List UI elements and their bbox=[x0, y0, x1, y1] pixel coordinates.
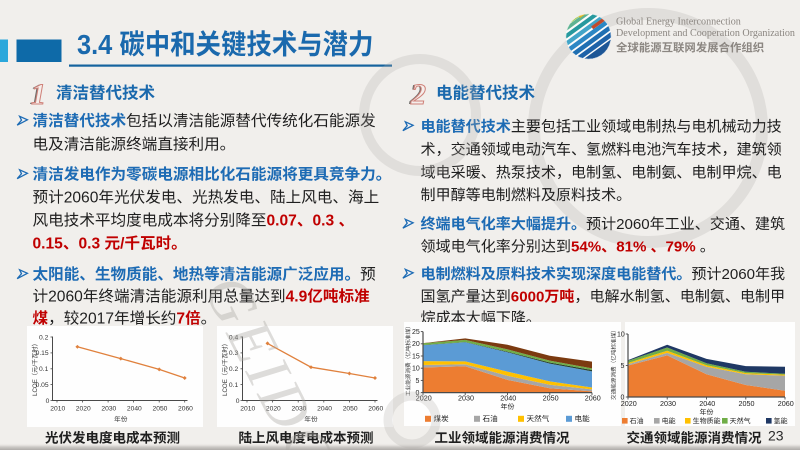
svg-text:0.2: 0.2 bbox=[229, 366, 239, 373]
svg-text:0.3: 0.3 bbox=[79, 236, 101, 253]
svg-text:0.4: 0.4 bbox=[229, 334, 239, 341]
svg-text:2060: 2060 bbox=[585, 394, 601, 403]
svg-text:3.4: 3.4 bbox=[77, 29, 112, 60]
svg-text:0.1: 0.1 bbox=[229, 382, 239, 389]
svg-text:2010: 2010 bbox=[50, 406, 65, 413]
svg-text:79%: 79% bbox=[666, 239, 697, 256]
svg-text:0.3: 0.3 bbox=[313, 213, 335, 230]
svg-text:0.1: 0.1 bbox=[39, 366, 49, 373]
svg-text:81%: 81% bbox=[616, 239, 647, 256]
svg-text:0: 0 bbox=[621, 394, 625, 401]
svg-text:4.9: 4.9 bbox=[286, 289, 308, 306]
svg-text:15: 15 bbox=[412, 353, 420, 360]
svg-text:LCOE: LCOE bbox=[32, 379, 39, 396]
svg-text:2040: 2040 bbox=[500, 394, 516, 403]
svg-text:2040: 2040 bbox=[127, 406, 142, 413]
svg-text:/: / bbox=[32, 365, 39, 367]
svg-text:2060: 2060 bbox=[778, 399, 794, 408]
svg-text:2010: 2010 bbox=[240, 406, 255, 413]
svg-text:/: / bbox=[222, 365, 229, 367]
svg-text:2030: 2030 bbox=[101, 406, 116, 413]
svg-text:2050: 2050 bbox=[543, 394, 559, 403]
svg-text:/: / bbox=[120, 236, 125, 253]
svg-text:0.15: 0.15 bbox=[36, 350, 49, 357]
svg-text:2040: 2040 bbox=[317, 406, 332, 413]
svg-text:0.15: 0.15 bbox=[33, 236, 64, 253]
svg-text:2060: 2060 bbox=[616, 216, 650, 233]
svg-text:5: 5 bbox=[416, 378, 420, 385]
svg-text:LCOE: LCOE bbox=[222, 379, 229, 396]
svg-text:0: 0 bbox=[416, 390, 420, 397]
svg-text:2017: 2017 bbox=[79, 311, 114, 328]
svg-text:2: 2 bbox=[408, 78, 424, 111]
svg-text:2060: 2060 bbox=[178, 406, 193, 413]
svg-text:54%: 54% bbox=[571, 239, 602, 256]
svg-text:2020: 2020 bbox=[76, 406, 91, 413]
svg-text:10: 10 bbox=[617, 331, 625, 338]
svg-text:2030: 2030 bbox=[458, 394, 474, 403]
svg-text:2050: 2050 bbox=[153, 406, 168, 413]
svg-text:1: 1 bbox=[31, 78, 46, 111]
svg-text:Development and Cooperation Or: Development and Cooperation Organization bbox=[616, 28, 795, 39]
svg-text:2040: 2040 bbox=[699, 399, 715, 408]
svg-text:2050: 2050 bbox=[343, 406, 358, 413]
svg-text:0: 0 bbox=[46, 398, 50, 405]
svg-text:0.2: 0.2 bbox=[39, 334, 49, 341]
svg-text:2030: 2030 bbox=[660, 399, 676, 408]
svg-text:2060: 2060 bbox=[48, 289, 83, 306]
svg-text:2060: 2060 bbox=[64, 190, 99, 207]
svg-text:2: 2 bbox=[410, 78, 426, 111]
svg-text:2060: 2060 bbox=[722, 266, 756, 283]
svg-text:25: 25 bbox=[412, 329, 420, 336]
svg-text:1: 1 bbox=[29, 78, 44, 111]
svg-text:23: 23 bbox=[768, 428, 784, 444]
svg-text:0: 0 bbox=[236, 398, 240, 405]
svg-text:0.05: 0.05 bbox=[36, 382, 49, 389]
svg-text:0.3: 0.3 bbox=[229, 350, 239, 357]
svg-text:0.07: 0.07 bbox=[267, 213, 297, 230]
svg-text:20: 20 bbox=[412, 341, 420, 348]
svg-text:7: 7 bbox=[176, 311, 185, 328]
svg-text:2020: 2020 bbox=[266, 406, 281, 413]
svg-text:2030: 2030 bbox=[292, 406, 307, 413]
svg-text:6000: 6000 bbox=[511, 289, 545, 306]
svg-text:2050: 2050 bbox=[739, 399, 755, 408]
svg-text:2020: 2020 bbox=[416, 394, 432, 403]
svg-text:2020: 2020 bbox=[621, 399, 637, 408]
svg-text:5: 5 bbox=[621, 363, 625, 370]
svg-text:10: 10 bbox=[412, 366, 420, 373]
svg-text:Global Energy Interconnection: Global Energy Interconnection bbox=[616, 17, 741, 28]
svg-text:2060: 2060 bbox=[368, 406, 383, 413]
